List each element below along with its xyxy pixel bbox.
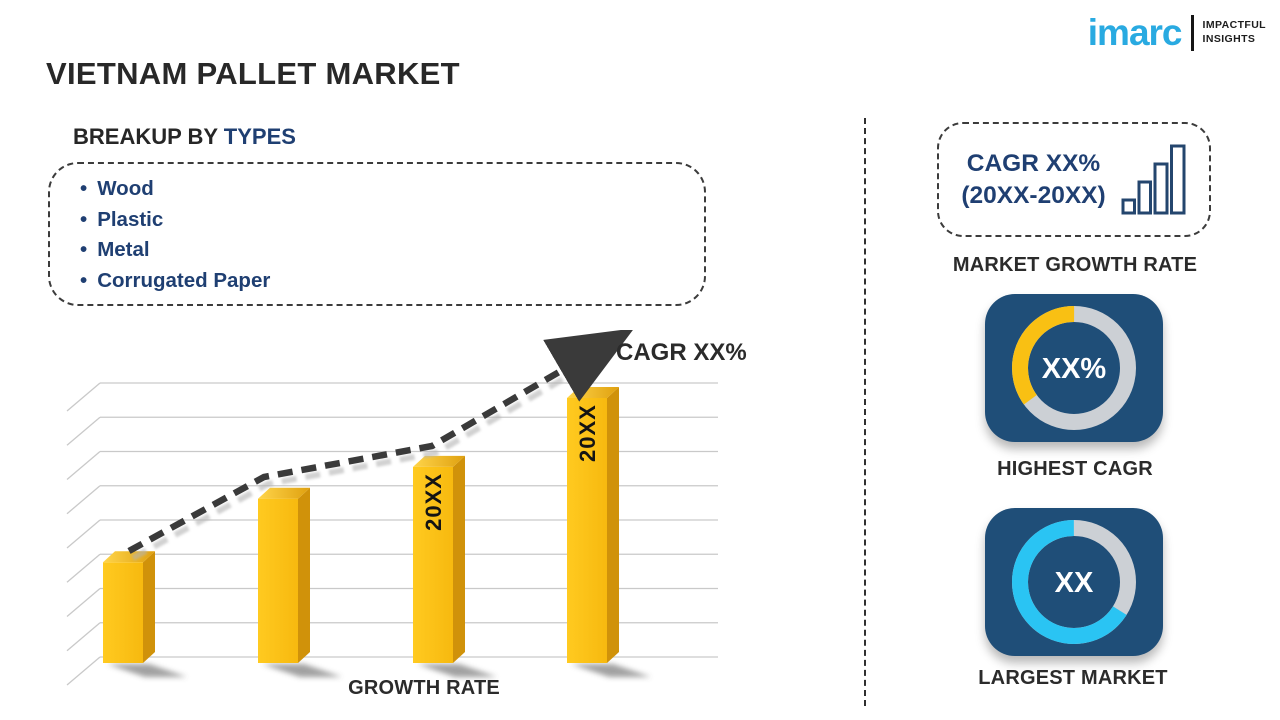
trend-dashed-line bbox=[127, 330, 635, 554]
gridline-tick bbox=[66, 382, 101, 412]
bar-side-face bbox=[143, 551, 155, 663]
bar-year-label: 20XX bbox=[421, 473, 446, 531]
logo-tagline-line2: INSIGHTS bbox=[1202, 32, 1256, 45]
breakup-heading: BREAKUP BY TYPES bbox=[73, 124, 296, 150]
imarc-logo: imarc IMPACTFUL INSIGHTS bbox=[1088, 14, 1266, 51]
cagr-period: (20XX-20XX) bbox=[961, 181, 1106, 209]
list-item-metal: Metal bbox=[80, 235, 704, 266]
highest-cagr-donut: XX% bbox=[1012, 306, 1136, 430]
bar-2 bbox=[258, 487, 342, 677]
bar-shadow bbox=[262, 664, 342, 677]
largest-market-card: XX bbox=[985, 508, 1163, 656]
breakup-heading-prefix: BREAKUP BY bbox=[73, 124, 218, 149]
gridline-tick bbox=[66, 416, 101, 446]
gridline-tick bbox=[66, 485, 101, 515]
cagr-box: CAGR XX% (20XX-20XX) bbox=[937, 122, 1211, 237]
bar-side-face bbox=[607, 387, 619, 663]
gridline-tick bbox=[66, 588, 101, 617]
bar-front-face bbox=[567, 398, 607, 663]
x-axis-label: GROWTH RATE bbox=[348, 677, 500, 699]
cagr-box-text: CAGR XX% (20XX-20XX) bbox=[961, 148, 1105, 211]
bar-1 bbox=[103, 551, 187, 677]
bar-side-face bbox=[298, 487, 310, 663]
bar-front-face bbox=[258, 498, 298, 663]
cagr-value: CAGR XX% bbox=[966, 150, 1101, 178]
logo-tagline-line1: IMPACTFUL bbox=[1202, 19, 1266, 32]
largest-market-donut: XX bbox=[1012, 520, 1136, 644]
bar-top-face bbox=[413, 455, 465, 467]
types-list: Wood Plastic Metal Corrugated Paper bbox=[50, 164, 704, 296]
donut-ring-highlight bbox=[1012, 520, 1136, 644]
bar-shadow bbox=[107, 664, 187, 677]
highest-cagr-caption: HIGHEST CAGR bbox=[997, 458, 1153, 480]
gridline-tick bbox=[66, 656, 101, 686]
bar-front-face bbox=[413, 466, 453, 663]
growth-bar-chart: 20XX 20XX bbox=[66, 330, 718, 686]
trend-cagr-label: CAGR XX% bbox=[616, 339, 747, 366]
largest-market-value: XX bbox=[1055, 567, 1094, 599]
market-growth-rate-label: MARKET GROWTH RATE bbox=[952, 254, 1198, 276]
gridline-tick bbox=[66, 451, 101, 480]
gridline-tick bbox=[66, 553, 101, 583]
largest-market-caption: LARGEST MARKET bbox=[978, 667, 1168, 689]
list-item-plastic: Plastic bbox=[80, 205, 704, 236]
logo-tagline: IMPACTFUL INSIGHTS bbox=[1203, 19, 1266, 45]
bar-3: 20XX bbox=[413, 455, 497, 677]
chart-gridlines bbox=[66, 382, 718, 686]
bar-shadow bbox=[571, 664, 651, 677]
list-item-wood: Wood bbox=[80, 174, 704, 205]
gridline-tick bbox=[66, 519, 101, 549]
imarc-logo-wordmark: imarc bbox=[1087, 12, 1183, 53]
bar-top-face bbox=[258, 487, 310, 499]
breakup-heading-accent: TYPES bbox=[223, 124, 296, 149]
bar-4: 20XX bbox=[567, 387, 651, 677]
bar-side-face bbox=[453, 455, 465, 663]
bar-front-face bbox=[103, 562, 143, 663]
highest-cagr-value: XX% bbox=[1042, 353, 1107, 385]
gridline-tick bbox=[66, 622, 101, 652]
types-list-box: Wood Plastic Metal Corrugated Paper bbox=[48, 162, 706, 306]
trend-shadow bbox=[131, 365, 584, 561]
bar-shadow bbox=[417, 664, 497, 677]
trend-line bbox=[127, 330, 635, 561]
growth-bars-icon bbox=[1121, 144, 1186, 215]
section-divider bbox=[864, 118, 866, 706]
page-title: VIETNAM PALLET MARKET bbox=[46, 56, 460, 91]
list-item-corrugated-paper: Corrugated Paper bbox=[80, 266, 704, 297]
logo-divider bbox=[1190, 14, 1194, 51]
bar-year-label: 20XX bbox=[575, 404, 600, 462]
highest-cagr-card: XX% bbox=[985, 294, 1163, 442]
